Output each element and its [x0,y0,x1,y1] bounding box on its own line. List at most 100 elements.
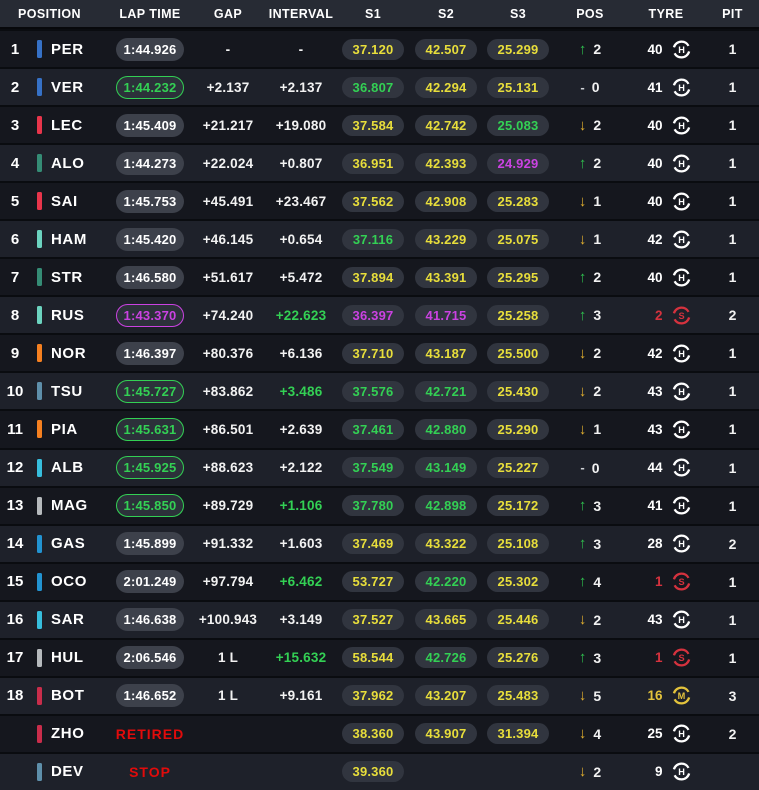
position-change-value: 2 [593,383,602,400]
lap-time-pill: 2:06.546 [115,646,185,670]
table-row[interactable]: 13 MAG 1:45.850 +89.729 +1.106 37.780 42… [0,487,759,524]
position-none-icon: - [580,460,585,476]
table-row[interactable]: 11 PIA 1:45.631 +86.501 +2.639 37.461 42… [0,411,759,448]
tyre-age-laps: 40 [647,117,663,133]
table-row[interactable]: 7 STR 1:46.580 +51.617 +5.472 37.894 43.… [0,259,759,296]
position-change: ↓ 2 [554,345,626,361]
table-row[interactable]: 2 VER 1:44.232 +2.137 +2.137 36.807 42.2… [0,69,759,106]
svg-text:H: H [678,273,685,283]
position-change: ↓ 1 [554,421,626,437]
interval-value: +1.106 [279,498,323,514]
pit-count: 2 [728,307,737,324]
table-row[interactable]: DEV STOP 39.360 ↓ 2 9 H [0,753,759,790]
table-row[interactable]: 1 PER 1:44.926 - - 37.120 42.507 25.299 … [0,31,759,68]
sector1-pill: 37.116 [342,228,404,250]
interval-value: +1.603 [279,536,323,552]
table-row[interactable]: 5 SAI 1:45.753 +45.491 +23.467 37.562 42… [0,183,759,220]
sector2-pill: 42.880 [415,418,477,440]
tyre-age-laps: 9 [654,764,663,780]
table-row[interactable]: 4 ALO 1:44.273 +22.024 +0.807 36.951 42.… [0,145,759,182]
team-color-bar [37,192,42,211]
driver-code: ALB [51,459,84,477]
tyre-info: 41 H [626,77,706,98]
svg-text:H: H [678,349,685,359]
table-row[interactable]: 12 ALB 1:45.925 +88.623 +2.122 37.549 43… [0,449,759,486]
tyre-info: 40 H [626,267,706,288]
position-number: 16 [6,611,24,629]
team-color-bar [37,306,42,325]
table-row[interactable]: 17 HUL 2:06.546 1 L +15.632 58.544 42.72… [0,639,759,676]
sector1-pill: 39.360 [342,761,404,783]
lap-time-pill: 1:45.409 [115,113,185,137]
tyre-info: 43 H [626,609,706,630]
tyre-info: 16 M [626,685,706,706]
tyre-compound-icon: S [671,306,691,325]
lap-time-pill: 1:43.370 [115,303,185,327]
svg-text:H: H [678,539,685,549]
sector1-pill: 38.360 [342,723,404,745]
table-row[interactable]: 8 RUS 1:43.370 +74.240 +22.623 36.397 41… [0,297,759,334]
table-row[interactable]: 10 TSU 1:45.727 +83.862 +3.486 37.576 42… [0,373,759,410]
team-color-bar [37,534,42,553]
gap-value: +83.862 [202,383,254,399]
position-change-value: 1 [593,421,602,438]
driver-code: GAS [51,535,86,553]
position-change: ↑ 4 [554,574,626,590]
position-number: 15 [6,573,24,591]
team-color-bar [37,762,42,781]
interval-value: - [298,41,304,57]
sector3-pill: 31.394 [487,723,549,745]
driver-code: SAR [51,611,85,629]
sector2-pill: 43.391 [415,266,477,288]
interval-value: +15.632 [275,650,327,666]
table-row[interactable]: 14 GAS 1:45.899 +91.332 +1.603 37.469 43… [0,525,759,562]
team-color-bar [37,724,42,743]
driver-code: TSU [51,382,83,400]
driver-code: HAM [51,230,87,248]
position-down-icon: ↓ [578,420,587,438]
sector2-pill: 43.207 [415,685,477,707]
svg-text:H: H [678,387,685,397]
position-down-icon: ↓ [578,192,587,210]
table-row[interactable]: 18 BOT 1:46.652 1 L +9.161 37.962 43.207… [0,677,759,714]
sector2-pill: 42.742 [415,114,477,136]
position-change: ↑ 2 [554,41,626,57]
column-header-s2: S2 [437,6,455,21]
position-change: ↑ 2 [554,269,626,285]
table-row[interactable]: ZHO RETIRED 38.360 43.907 31.394 ↓ 4 25 … [0,715,759,752]
lap-time-pill: 1:46.638 [115,608,185,632]
tyre-compound-icon: M [671,686,691,705]
position-number: 4 [10,154,20,172]
position-change: - 0 [554,460,626,476]
position-change: ↓ 1 [554,193,626,209]
svg-text:H: H [678,121,685,131]
tyre-age-laps: 43 [647,383,663,399]
table-row[interactable]: 3 LEC 1:45.409 +21.217 +19.080 37.584 42… [0,107,759,144]
interval-value: +2.639 [279,421,323,437]
sector1-pill: 37.710 [342,342,404,364]
table-row[interactable]: 6 HAM 1:45.420 +46.145 +0.654 37.116 43.… [0,221,759,258]
table-row[interactable]: 16 SAR 1:46.638 +100.943 +3.149 37.527 4… [0,601,759,638]
position-down-icon: ↓ [578,344,587,362]
sector1-pill: 37.962 [342,685,404,707]
tyre-compound-icon: H [671,192,691,211]
gap-value: +89.729 [202,498,254,514]
lap-time-pill: 1:44.232 [115,75,185,99]
svg-text:H: H [678,197,685,207]
team-color-bar [37,610,42,629]
table-row[interactable]: 9 NOR 1:46.397 +80.376 +6.136 37.710 43.… [0,335,759,372]
gap-value: +46.145 [202,231,254,247]
position-number: 5 [10,192,20,210]
tyre-info: 40 H [626,191,706,212]
position-change: ↓ 2 [554,117,626,133]
pit-count: 1 [728,231,737,248]
sector3-pill: 25.483 [487,685,549,707]
table-header: POSITION LAP TIME GAP INTERVAL S1 S2 S3 … [0,0,759,29]
tyre-info: 42 H [626,229,706,250]
table-row[interactable]: 15 OCO 2:01.249 +97.794 +6.462 53.727 42… [0,563,759,600]
interval-value: +0.654 [279,231,323,247]
tyre-age-laps: 1 [654,650,663,666]
position-change-value: 0 [591,459,600,476]
team-color-bar [37,344,42,363]
position-up-icon: ↑ [578,649,587,667]
